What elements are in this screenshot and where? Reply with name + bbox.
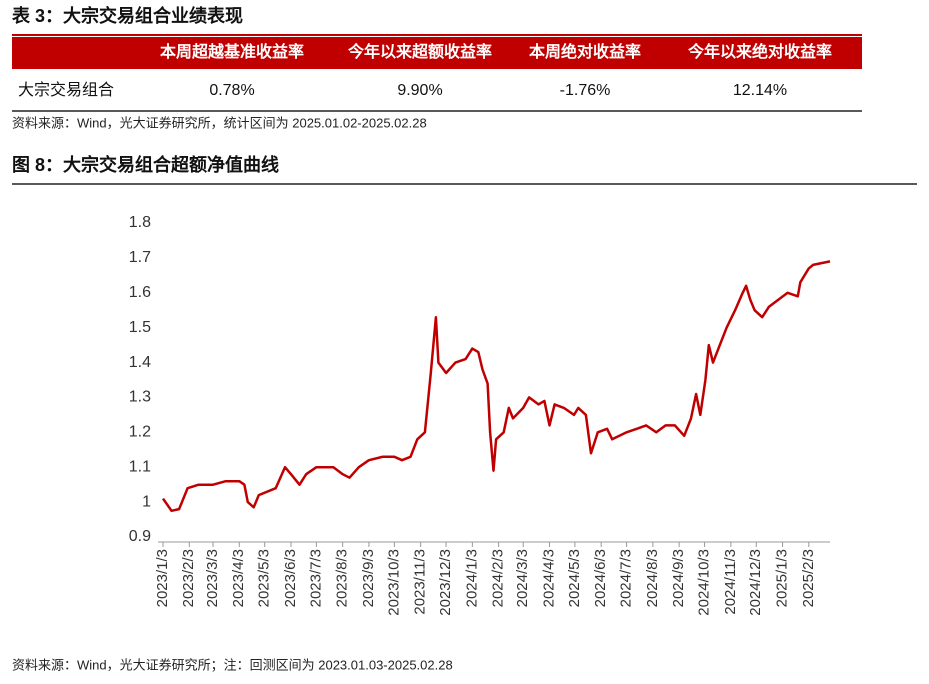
x-tick-label: 2023/10/3 — [385, 549, 402, 616]
x-tick-label: 2025/1/3 — [774, 549, 791, 607]
table-cell: 大宗交易组合 — [18, 81, 114, 99]
x-tick-label: 2023/11/3 — [412, 549, 429, 615]
x-tick-label: 2023/6/3 — [282, 549, 299, 607]
y-tick-label: 0.9 — [129, 528, 151, 545]
y-tick-label: 1 — [142, 493, 151, 510]
table-cell: 0.78% — [209, 82, 254, 99]
y-tick-label: 1.5 — [129, 319, 151, 336]
table-header: 今年以来超额收益率 — [347, 42, 492, 61]
table-cell: -1.76% — [560, 82, 611, 99]
table-header-bg — [12, 37, 862, 69]
x-tick-label: 2023/7/3 — [307, 549, 324, 607]
y-tick-label: 1.8 — [129, 214, 151, 231]
x-tick-label: 2023/8/3 — [334, 549, 351, 607]
y-tick-label: 1.4 — [129, 354, 151, 371]
table-title: 表 3：大宗交易组合业绩表现 — [12, 5, 243, 26]
y-tick-label: 1.3 — [129, 389, 151, 406]
y-tick-label: 1.2 — [129, 424, 151, 441]
x-tick-label: 2024/12/3 — [747, 549, 764, 616]
table-cell: 9.90% — [397, 82, 442, 99]
x-tick-label: 2024/9/3 — [670, 549, 687, 607]
x-tick-label: 2024/3/3 — [514, 549, 531, 607]
x-tick-label: 2024/5/3 — [566, 549, 583, 607]
table-cell: 12.14% — [733, 82, 787, 99]
y-tick-label: 1.1 — [129, 458, 151, 475]
source: 资料来源：Wind，光大证券研究所；注：回测区间为 2023.01.03-202… — [12, 657, 453, 673]
y-tick-label: 1.6 — [129, 284, 151, 301]
line — [161, 260, 831, 513]
x-tick-label: 2023/9/3 — [360, 549, 377, 607]
x-tick-label: 2023/5/3 — [256, 549, 273, 607]
x-tick-label: 2023/12/3 — [437, 549, 454, 616]
x-tick-label: 2023/4/3 — [230, 549, 247, 607]
x-tick-label: 2024/1/3 — [463, 549, 480, 607]
y-tick-label: 1.7 — [129, 249, 151, 266]
source: 资料来源：Wind，光大证券研究所，统计区间为 2025.01.02-2025.… — [12, 115, 427, 130]
table-header: 本周超越基准收益率 — [160, 42, 304, 61]
x-tick-label: 2024/8/3 — [644, 549, 661, 607]
x-tick-label: 2024/7/3 — [618, 549, 635, 607]
chart-title: 图 8：大宗交易组合超额净值曲线 — [12, 154, 279, 175]
x-tick-label: 2025/2/3 — [800, 549, 817, 607]
x-tick-label: 2024/11/3 — [722, 549, 739, 615]
x-tick-label: 2024/4/3 — [540, 549, 557, 607]
x-tick-label: 2023/1/3 — [154, 549, 171, 607]
x-tick-label: 2024/10/3 — [696, 549, 713, 616]
table-header: 今年以来绝对收益率 — [687, 42, 832, 61]
table-header: 本周绝对收益率 — [529, 42, 641, 61]
x-tick-label: 2023/3/3 — [204, 549, 221, 607]
x-tick-label: 2024/2/3 — [490, 549, 507, 607]
x-tick-label: 2024/6/3 — [592, 549, 609, 607]
x-tick-label: 2023/2/3 — [180, 549, 197, 607]
